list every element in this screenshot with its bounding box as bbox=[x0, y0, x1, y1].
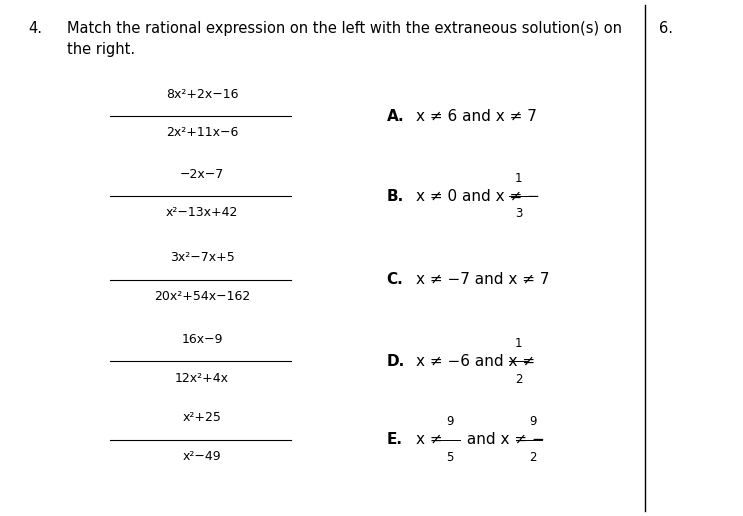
Text: D.: D. bbox=[386, 353, 405, 369]
Text: B.: B. bbox=[386, 188, 403, 204]
Text: x ≠: x ≠ bbox=[416, 432, 448, 447]
Text: 2: 2 bbox=[515, 373, 522, 385]
Text: 3x²−7x+5: 3x²−7x+5 bbox=[169, 251, 235, 264]
Text: x²−13x+42: x²−13x+42 bbox=[166, 206, 239, 219]
Text: 9: 9 bbox=[529, 415, 536, 428]
Text: E.: E. bbox=[386, 432, 403, 447]
Text: 3: 3 bbox=[515, 207, 522, 220]
Text: −2x−7: −2x−7 bbox=[180, 168, 224, 181]
Text: 2: 2 bbox=[529, 451, 536, 464]
Text: Match the rational expression on the left with the extraneous solution(s) on: Match the rational expression on the lef… bbox=[68, 21, 623, 36]
Text: and x ≠ −: and x ≠ − bbox=[461, 432, 545, 447]
Text: 9: 9 bbox=[447, 415, 454, 428]
Text: x²−49: x²−49 bbox=[183, 450, 221, 463]
Text: C.: C. bbox=[386, 272, 403, 287]
Text: the right.: the right. bbox=[68, 42, 135, 57]
Text: x²+25: x²+25 bbox=[183, 411, 221, 424]
Text: 6.: 6. bbox=[660, 21, 673, 36]
Text: 1: 1 bbox=[515, 172, 522, 185]
Text: 12x²+4x: 12x²+4x bbox=[175, 372, 229, 384]
Text: 16x−9: 16x−9 bbox=[181, 333, 223, 346]
Text: 4.: 4. bbox=[28, 21, 42, 36]
Text: x ≠ 0 and x ≠ −: x ≠ 0 and x ≠ − bbox=[416, 188, 540, 204]
Text: 5: 5 bbox=[447, 451, 454, 464]
Text: x ≠ 6 and x ≠ 7: x ≠ 6 and x ≠ 7 bbox=[416, 108, 537, 124]
Text: x ≠ −7 and x ≠ 7: x ≠ −7 and x ≠ 7 bbox=[416, 272, 550, 287]
Text: 8x²+2x−16: 8x²+2x−16 bbox=[166, 88, 239, 101]
Text: x ≠ −6 and x ≠: x ≠ −6 and x ≠ bbox=[416, 353, 540, 369]
Text: 2x²+11x−6: 2x²+11x−6 bbox=[166, 126, 239, 139]
Text: A.: A. bbox=[386, 108, 404, 124]
Text: 1: 1 bbox=[515, 337, 522, 350]
Text: 20x²+54x−162: 20x²+54x−162 bbox=[154, 290, 250, 303]
